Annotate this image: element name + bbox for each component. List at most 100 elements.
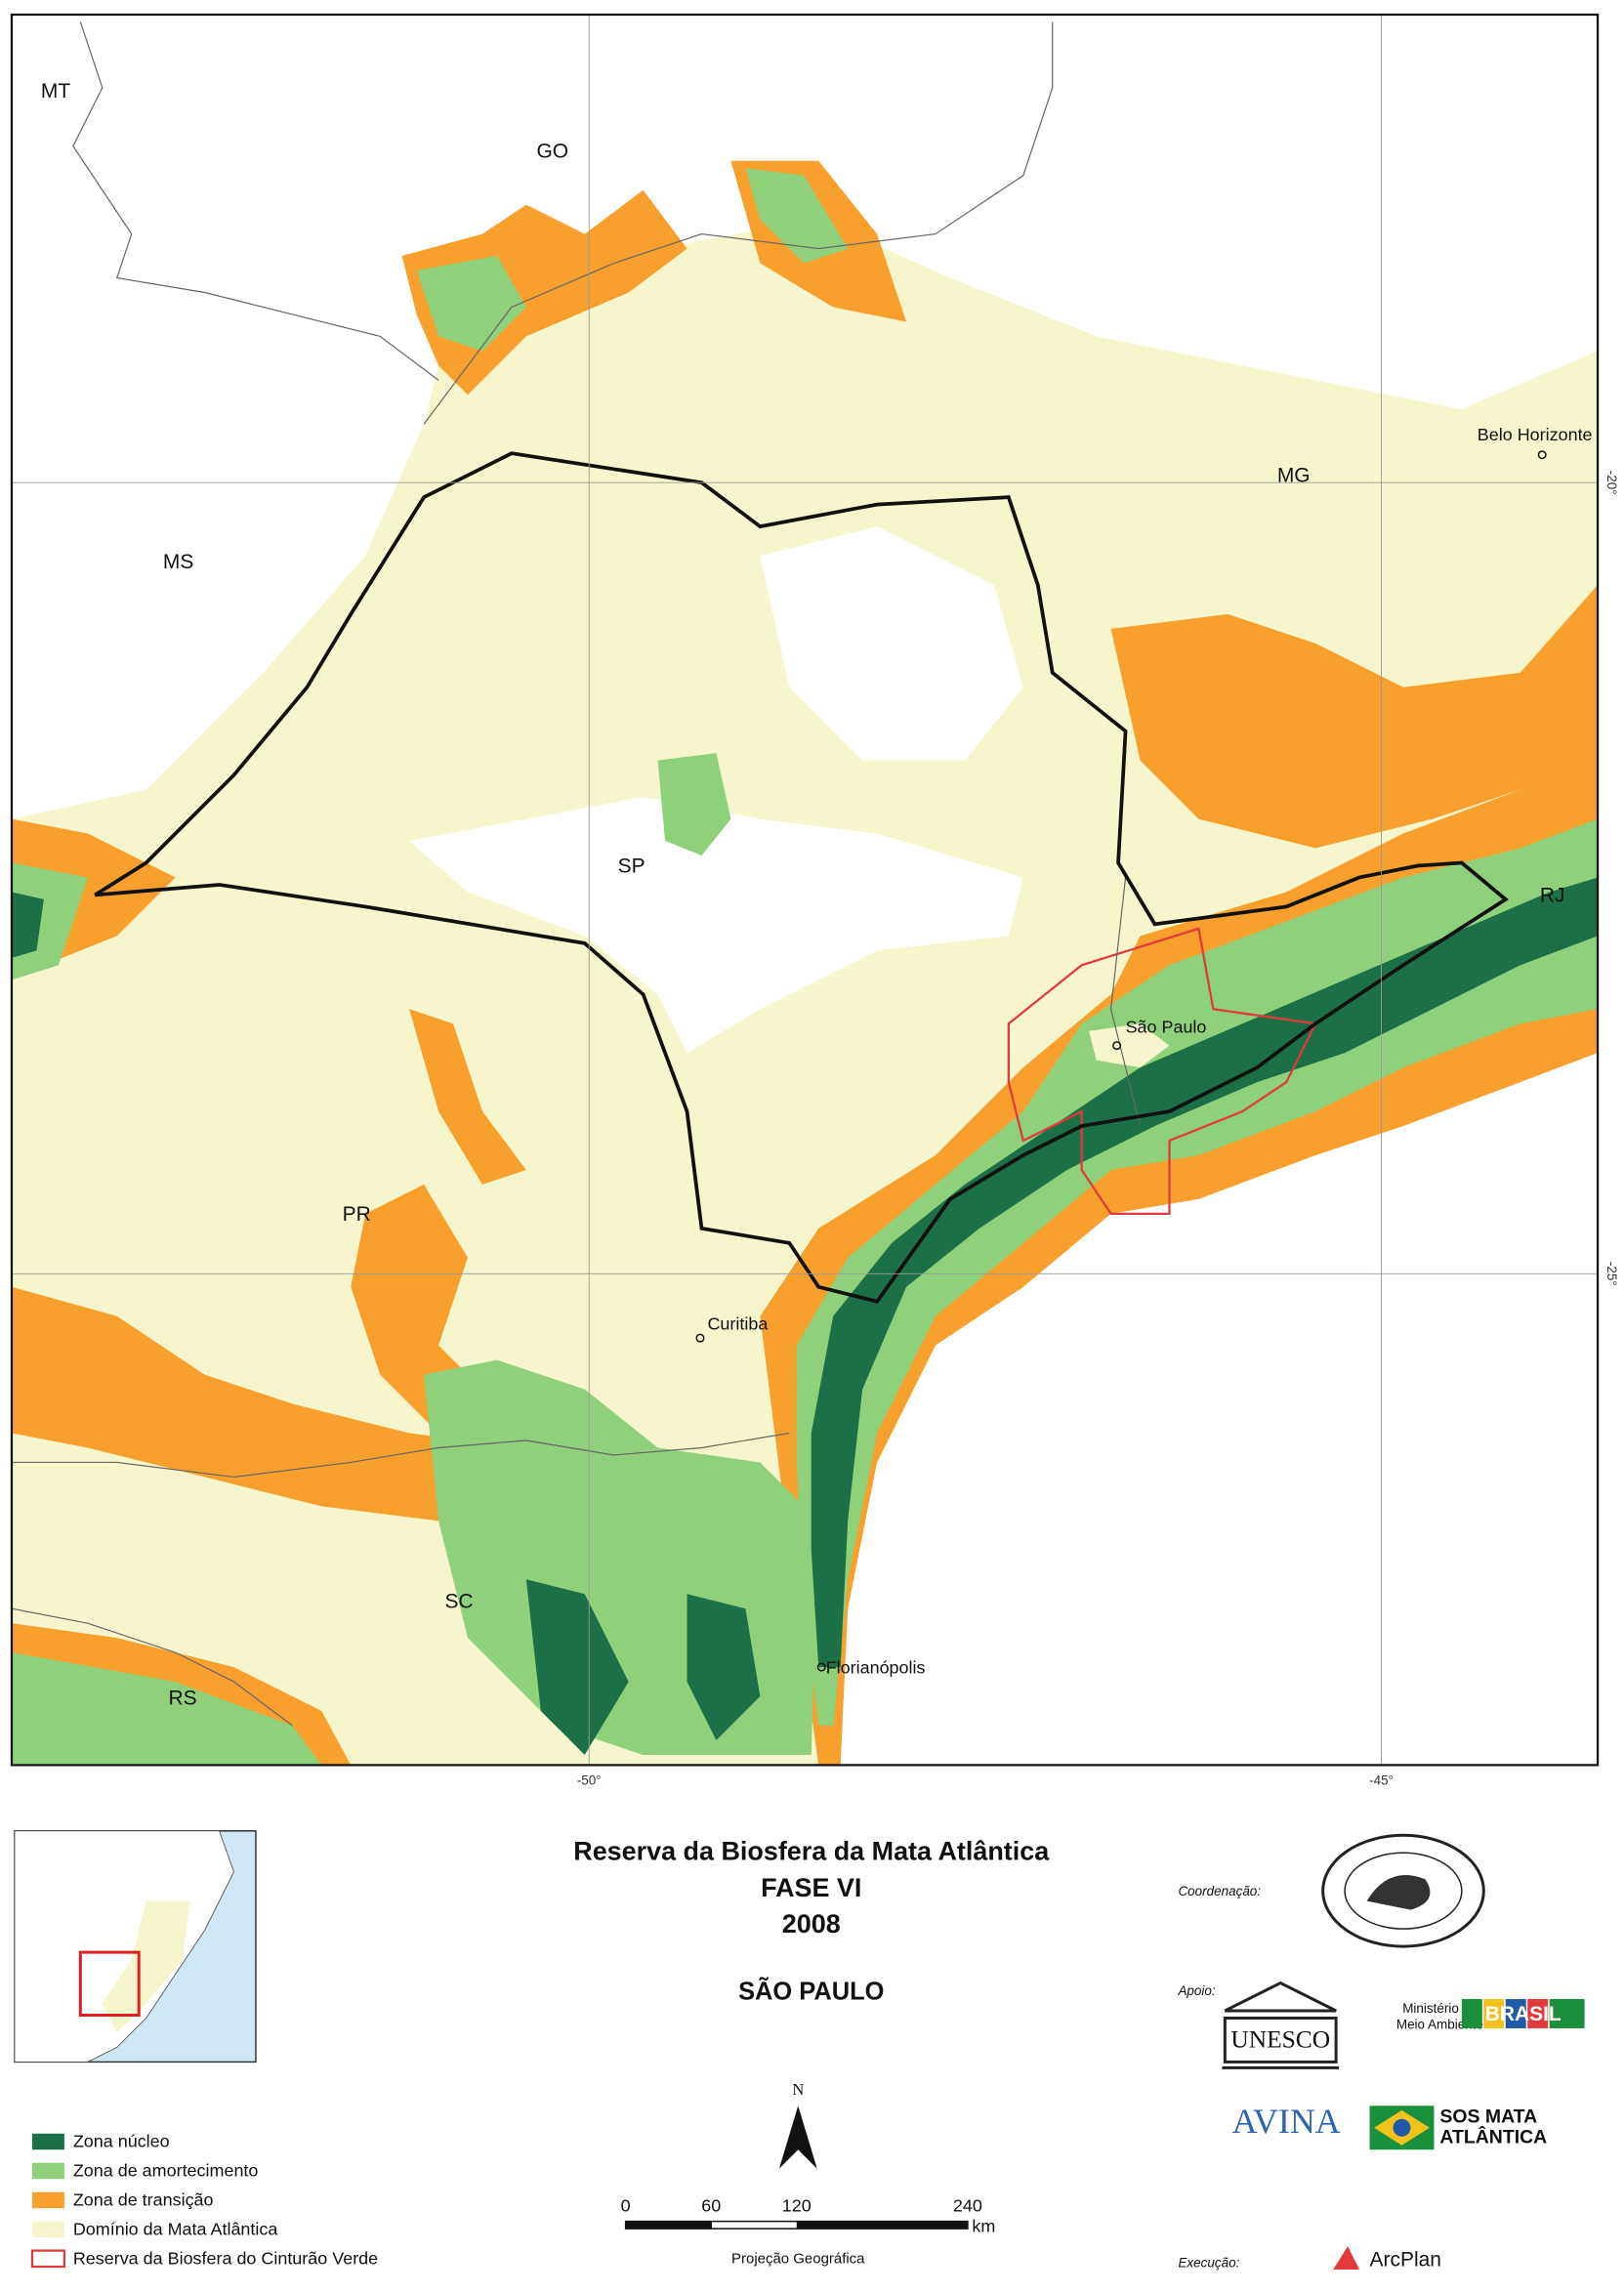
brasil-block (1461, 1999, 1482, 2028)
unesco-pediment (1224, 1980, 1337, 2013)
core-zone (687, 1594, 761, 1740)
city-label: Curitiba (707, 1313, 768, 1333)
legend-swatch (31, 2133, 64, 2150)
white-gap (760, 526, 1023, 761)
city-marker (695, 1333, 705, 1343)
region: SÃO PAULO (738, 1977, 884, 2006)
city-marker (1112, 1041, 1122, 1051)
scale-bar-label: 0 (621, 2195, 631, 2215)
sos-logo: SOS MATA ATLÂNTICA (1369, 2105, 1547, 2150)
city-marker (816, 1662, 826, 1672)
brasil-logo: BRASIL (1461, 1999, 1585, 2028)
inset-domain (102, 1900, 190, 2033)
urban-area (1089, 1023, 1170, 1068)
transition-zone (409, 1009, 526, 1185)
state-border (72, 21, 439, 381)
credit-label: Apoio: (1177, 1983, 1215, 1998)
credit-label: Coordenação: (1178, 1884, 1261, 1898)
buffer-zone (657, 753, 731, 856)
projection: Projeção Geográfica (731, 2251, 865, 2268)
credit-label: Execução: (1178, 2256, 1239, 2271)
city-label: Florianópolis (826, 1657, 926, 1677)
white-gap (409, 797, 1023, 1054)
scale-bar-segment (796, 2221, 968, 2230)
state-label: RS (169, 1688, 197, 1710)
year: 2008 (782, 1909, 841, 1939)
state-label: RJ (1540, 884, 1565, 906)
arcplan-logo: ArcPlan (1370, 2249, 1441, 2272)
city-marker (1537, 450, 1547, 460)
state-label: MT (41, 80, 70, 103)
longitude-label: -45° (1369, 1772, 1394, 1787)
transition-zone (1110, 584, 1599, 849)
sos-flag (1393, 2118, 1411, 2137)
city-label: Belo Horizonte (1478, 425, 1593, 444)
brasil-block (1527, 1999, 1549, 2028)
map-body: MT GO MS MG SP RJ PR SC RS Belo Horizont… (10, 13, 1619, 1787)
ministry-text: Meio Ambiente (1396, 2018, 1483, 2032)
arcplan-icon (1333, 2246, 1360, 2271)
scale-bar-label: 240 (953, 2195, 982, 2215)
scale-bar-label: 60 (701, 2195, 721, 2215)
latitude-label: -25° (1604, 1262, 1619, 1286)
title: Reserva da Biosfera da Mata Atlântica (573, 1836, 1050, 1865)
brasil-text: BRASIL (1485, 2003, 1562, 2025)
north-arrow (778, 2105, 817, 2169)
legend-swatch (31, 2191, 64, 2209)
sos-text: SOS MATA (1439, 2105, 1537, 2127)
state-label: SC (444, 1591, 473, 1613)
buffer-zone (416, 256, 526, 352)
legend-label: Reserva da Biosfera do Cinturão Verde (73, 2248, 378, 2268)
legend-swatch (30, 2249, 65, 2269)
unesco-text: UNESCO (1230, 2024, 1330, 2053)
longitude-label: -50° (577, 1772, 602, 1787)
north-label: N (792, 2080, 804, 2099)
legend-label: Zona de amortecimento (73, 2160, 259, 2180)
legend-swatch (31, 2162, 64, 2180)
seal-logo (1321, 1833, 1485, 1948)
seal-ring (1344, 1852, 1463, 1930)
sos-text: ATLÂNTICA (1439, 2124, 1547, 2147)
state-borders (11, 21, 1142, 1727)
state-label: PR (343, 1203, 371, 1226)
green-belt-outline (1007, 927, 1317, 1216)
city-label: São Paulo (1126, 1017, 1207, 1036)
scale-bar-label: 120 (782, 2195, 812, 2215)
legend: Zona núcleo Zona de amortecimento Zona d… (30, 2132, 378, 2269)
state-label: SP (618, 855, 645, 878)
buffer-zone (796, 818, 1599, 1726)
state-label: MG (1277, 465, 1311, 487)
ministry-text: Ministério do (1402, 2001, 1477, 2016)
avina-logo: AVINA (1232, 2102, 1341, 2141)
unesco-body (1223, 2016, 1338, 2064)
legend-label: Domínio da Mata Atlântica (73, 2219, 278, 2238)
unesco-logo: UNESCO (1222, 1980, 1340, 2069)
map-frame (10, 13, 1600, 1767)
legend-label: Zona núcleo (73, 2132, 170, 2151)
phase: FASE VI (761, 1873, 861, 1902)
state-border (11, 1607, 293, 1727)
inset-highlight (78, 1950, 141, 2017)
brasil-block (1549, 1999, 1585, 2028)
buffer-zone (745, 168, 849, 264)
scale-bar-unit: km (972, 2216, 995, 2235)
legend-swatch (31, 2221, 64, 2238)
graticule (11, 14, 1599, 1766)
core-zone (525, 1579, 629, 1755)
buffer-zone (11, 1652, 322, 1766)
state-label: MS (163, 551, 193, 573)
state-border (11, 1432, 790, 1479)
state-border (423, 21, 1054, 425)
seal-animal (1366, 1874, 1431, 1910)
state-border (1109, 877, 1142, 1127)
brasil-block (1505, 1999, 1526, 2028)
inset-map (14, 1830, 257, 2064)
core-zone (811, 877, 1599, 1668)
inset-land (14, 1830, 234, 2063)
brasil-block (1483, 1999, 1505, 2028)
state-label: GO (537, 140, 569, 162)
legend-label: Zona de transição (73, 2189, 214, 2209)
